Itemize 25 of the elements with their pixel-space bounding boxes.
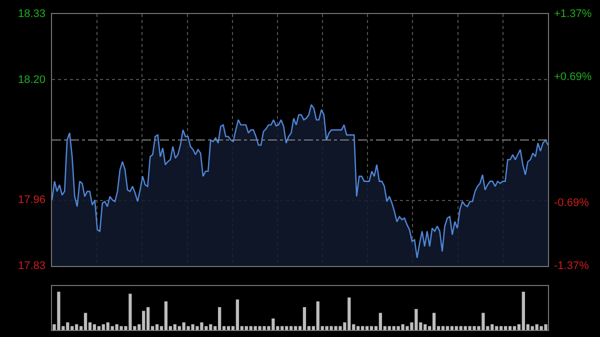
y2-tick-label: +1.37% bbox=[554, 8, 592, 20]
bar bbox=[441, 326, 445, 330]
bar bbox=[84, 312, 88, 330]
bar bbox=[164, 301, 168, 330]
bar bbox=[512, 326, 516, 330]
bar bbox=[432, 312, 436, 330]
bar bbox=[226, 326, 230, 330]
y-tick-label: 17.96 bbox=[18, 194, 46, 206]
bar bbox=[92, 324, 96, 330]
bar bbox=[508, 326, 512, 330]
bar bbox=[155, 324, 159, 330]
bar bbox=[446, 326, 450, 330]
bar bbox=[504, 326, 508, 330]
bar bbox=[365, 326, 369, 330]
bar bbox=[302, 307, 306, 330]
y-tick-label: 18.33 bbox=[18, 8, 46, 20]
y-tick-label: 18.20 bbox=[18, 74, 46, 86]
bar bbox=[360, 326, 364, 330]
y2-tick-label: -1.37% bbox=[554, 260, 590, 272]
y2-tick-label: +0.69% bbox=[554, 71, 592, 83]
bar bbox=[370, 326, 374, 330]
bar bbox=[294, 326, 298, 330]
bar bbox=[236, 299, 240, 330]
y2-tick-label: -0.69% bbox=[554, 197, 590, 209]
y-tick-label: 17.83 bbox=[18, 260, 46, 272]
